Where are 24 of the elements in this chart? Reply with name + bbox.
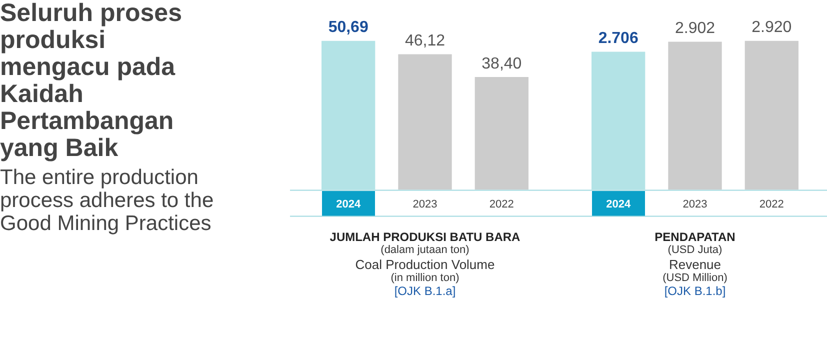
x-tick-label: 2023 <box>412 198 438 210</box>
data-label: 38,40 <box>482 55 522 72</box>
x-tick-label: 2023 <box>682 198 708 210</box>
text: Revenue <box>668 257 722 272</box>
text: The entire production process adheres to the Good Mining Practices <box>0 166 215 235</box>
data-label: 46,12 <box>404 32 446 50</box>
text: Coal Production Volume <box>354 257 496 272</box>
text: [OJK B.1.b] <box>663 284 727 298</box>
data-label: 2.920 <box>752 19 792 36</box>
data-label: 2.706 <box>598 30 638 48</box>
text: (in million ton) <box>390 272 460 285</box>
x-tick-label: 2022 <box>759 198 784 210</box>
text: (USD Juta) <box>666 244 724 257</box>
data-label: 2.902 <box>674 20 716 38</box>
data-label: 50,69 <box>328 19 368 36</box>
x-tick-label: 2022 <box>489 198 514 210</box>
x-axis-title: PENDAPATAN <box>654 230 736 244</box>
x-tick-label: 2024 <box>336 198 362 210</box>
x-tick-label: 2024 <box>606 198 632 210</box>
text: (dalam jutaan ton) <box>380 244 470 257</box>
x-axis-title: JUMLAH PRODUKSI BATU BARA <box>328 230 522 244</box>
text: (USD Million) <box>662 272 728 285</box>
text: [OJK B.1.a] <box>393 284 457 298</box>
text: Seluruh proses produksi mengacu pada Kaidah Pertambangan yang Baik <box>0 0 183 162</box>
